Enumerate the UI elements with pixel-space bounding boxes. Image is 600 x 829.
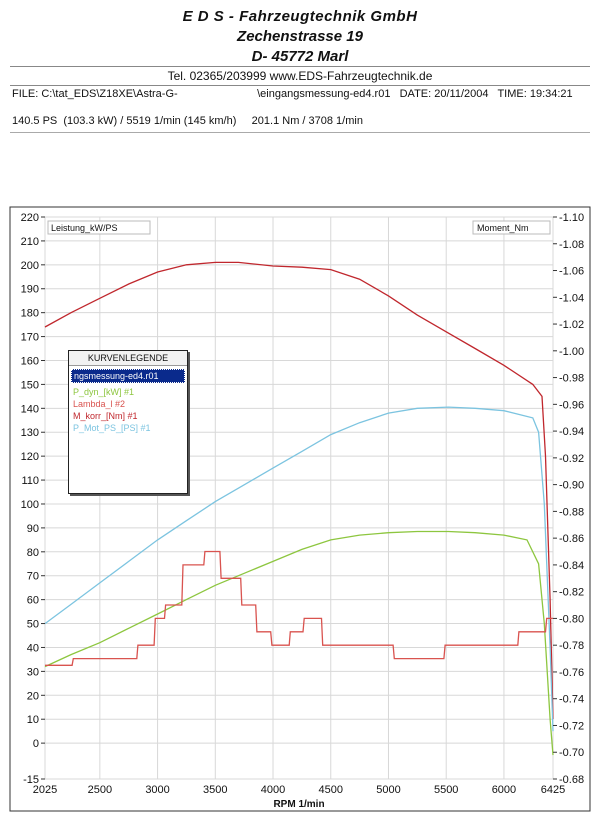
series-line-2 — [44, 530, 554, 756]
y-left-tick-label: 90 — [27, 523, 39, 535]
y-left-tick-label: 60 — [27, 595, 39, 607]
y-right-tick-label: -0.70 — [559, 747, 584, 759]
y-left-tick-label: 0 — [33, 738, 39, 750]
chart-grid — [44, 216, 554, 780]
y-left-tick-label: 190 — [21, 284, 39, 296]
x-tick-label: 4500 — [319, 784, 343, 796]
company-city: D- 45772 Marl — [251, 48, 349, 65]
y-right-tick-label: -0.78 — [559, 640, 584, 652]
y-right-tick-label: -0.68 — [559, 774, 584, 786]
x-tick-label: 4000 — [261, 784, 285, 796]
y-left-tick-label: 70 — [27, 571, 39, 583]
x-tick-label: 2025 — [33, 784, 57, 796]
chart-series — [44, 261, 554, 756]
company-street: Zechenstrasse 19 — [237, 28, 363, 45]
y-left-tick-label: 10 — [27, 714, 39, 726]
chart-frame — [9, 206, 591, 812]
y-right-tick-label: -1.10 — [559, 212, 584, 224]
plot-area — [44, 216, 554, 780]
left-axis-label: Leistung_kW/PS — [51, 223, 118, 233]
x-tick-label: 2500 — [88, 784, 112, 796]
right-axis-label: Moment_Nm — [477, 223, 529, 233]
y-left-tick-label: 20 — [27, 690, 39, 702]
y-left-tick-label: 160 — [21, 355, 39, 367]
y-right-tick-label: -1.04 — [559, 292, 584, 304]
y-left-tick-label: 100 — [21, 499, 39, 511]
y-left-tick-label: 170 — [21, 332, 39, 344]
company-name: E D S - Fahrzeugtechnik GmbH — [182, 8, 418, 25]
dyno-chart: 2025 2500 3000 3500 4000 4500 5000 5500 6000 6425… — [9, 206, 591, 812]
y-left-tick-label: 120 — [21, 451, 39, 463]
result-summary: 140.5 PS (103.3 kW) / 5519 1/min (145 km… — [12, 115, 363, 127]
y-right-tick-label: -0.80 — [559, 613, 584, 625]
series-line-3 — [45, 550, 553, 666]
y-right-tick-label: -0.74 — [559, 694, 584, 706]
y-right-tick-label: -0.90 — [559, 480, 584, 492]
y-left-tick-label: 40 — [27, 642, 39, 654]
y-right-tick-label: -1.02 — [559, 319, 584, 331]
y-right-tick-label: -0.76 — [559, 667, 584, 679]
curve-legend: KURVENLEGENDE ngsmessung-ed4.r01 P_dyn_[… — [68, 350, 188, 494]
legend-item-pdyn: P_dyn_[kW] #1 — [73, 387, 135, 397]
y-right-tick-label: -0.94 — [559, 426, 584, 438]
right-axis-label-box — [472, 220, 551, 235]
y-left-tick-label: 150 — [21, 379, 39, 391]
x-tick-label: 5000 — [376, 784, 400, 796]
x-tick-label: 6425 — [541, 784, 565, 796]
y-left-tick-label: -15 — [23, 774, 39, 786]
y-right-tick-label: -0.82 — [559, 587, 584, 599]
y-left-tick-label: 220 — [21, 212, 39, 224]
y-left-tick-label: 210 — [21, 236, 39, 248]
file-info: FILE: C:\tat_EDS\Z18XE\Astra-G- \eingang… — [12, 88, 573, 100]
header-divider — [10, 132, 590, 133]
y-right-tick-label: -1.06 — [559, 266, 584, 278]
y-left-tick-label: 50 — [27, 619, 39, 631]
legend-item-lambda: Lambda_l #2 — [73, 399, 126, 409]
y-left-tick-label: 80 — [27, 547, 39, 559]
x-axis-label: RPM 1/min — [273, 799, 324, 810]
y-left-tick-label: 130 — [21, 427, 39, 439]
y-right-tick-label: -0.84 — [559, 560, 584, 572]
company-contact: Tel. 02365/203999 www.EDS-Fahrzeugtechni… — [10, 66, 590, 86]
y-right-tick-label: -0.98 — [559, 373, 584, 385]
legend-title: KURVENLEGENDE — [69, 351, 187, 366]
legend-item-pmot: P_Mot_PS_[PS] #1 — [73, 423, 151, 433]
series-line-1 — [44, 406, 554, 732]
y-left-tick-label: 180 — [21, 308, 39, 320]
y-left-tick-label: 30 — [27, 666, 39, 678]
y-right-tick-label: -0.96 — [559, 399, 584, 411]
x-tick-label: 6000 — [492, 784, 516, 796]
y-right-tick-label: -0.92 — [559, 453, 584, 465]
series-line-0 — [44, 261, 554, 720]
y-left-tick-label: 110 — [21, 475, 39, 487]
chart-axes: 2025 2500 3000 3500 4000 4500 5000 5500 6000 6425… — [21, 212, 584, 810]
x-tick-label: 3500 — [203, 784, 227, 796]
y-right-tick-label: -1.08 — [559, 239, 584, 251]
y-right-tick-label: -0.72 — [559, 720, 584, 732]
legend-item-mkorr: M_korr_[Nm] #1 — [73, 411, 138, 421]
x-tick-label: 5500 — [434, 784, 458, 796]
y-left-tick-label: 140 — [21, 403, 39, 415]
y-right-tick-label: -0.86 — [559, 533, 584, 545]
left-axis-label-box — [47, 220, 151, 235]
y-left-tick-label: 200 — [21, 260, 39, 272]
y-right-tick-label: -0.88 — [559, 506, 584, 518]
legend-file[interactable]: ngsmessung-ed4.r01 — [71, 369, 185, 383]
y-right-tick-label: -1.00 — [559, 346, 584, 358]
x-tick-label: 3000 — [145, 784, 169, 796]
